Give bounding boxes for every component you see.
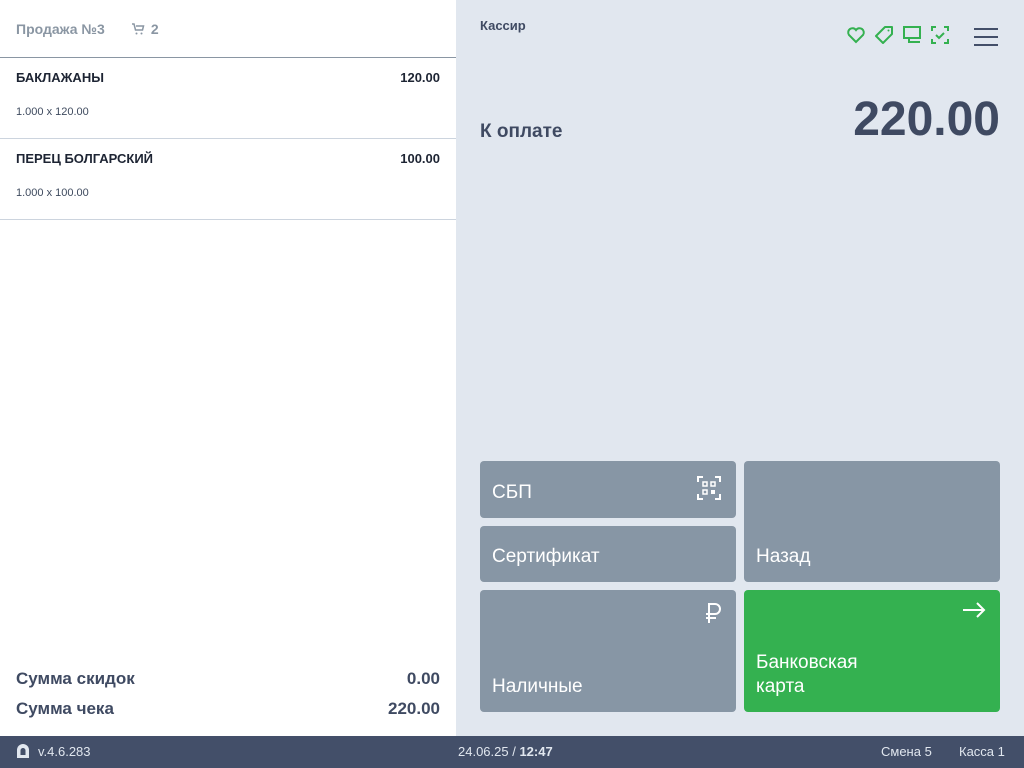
payment-panel: Кассир К оплате 220.00 СБП Сертификат На… <box>456 0 1024 736</box>
item-quantity: 1.000 x 120.00 <box>16 106 89 118</box>
cash-label: Наличные <box>492 676 583 698</box>
receipt-item[interactable]: БАКЛАЖАНЫ 120.00 1.000 x 120.00 <box>0 58 456 139</box>
item-name: ПЕРЕЦ БОЛГАРСКИЙ <box>16 151 154 166</box>
menu-icon[interactable] <box>974 28 998 52</box>
heart-icon[interactable] <box>846 25 866 45</box>
item-price: 120.00 <box>400 70 440 85</box>
item-name: БАКЛАЖАНЫ <box>16 70 104 85</box>
cart-icon <box>131 22 145 34</box>
check-label: Сумма чека <box>16 699 114 718</box>
check-value: 220.00 <box>388 699 440 718</box>
cashier-label: Кассир <box>480 18 526 33</box>
item-price: 100.00 <box>400 151 440 166</box>
monitor-icon[interactable] <box>902 25 922 45</box>
sbp-label: СБП <box>492 482 532 504</box>
receipt-header: Продажа №3 2 <box>0 0 456 58</box>
date: 24.06.25 <box>458 744 509 759</box>
ruble-icon <box>706 603 721 623</box>
scan-check-icon[interactable] <box>930 25 950 45</box>
discount-value: 0.00 <box>406 669 440 688</box>
discount-total: Сумма скидок 0.00 <box>16 669 440 689</box>
datetime: 24.06.25 / 12:47 <box>458 744 553 759</box>
app-version: v.4.6.283 <box>38 743 91 759</box>
qr-code-icon <box>697 476 721 500</box>
receipt-panel: Продажа №3 2 БАКЛАЖАНЫ 120.00 1.000 x 12… <box>0 0 456 736</box>
back-button[interactable]: Назад <box>744 461 1000 582</box>
certificate-label: Сертификат <box>492 546 600 568</box>
bank-card-button[interactable]: Банковская карта <box>744 590 1000 712</box>
cash-button[interactable]: Наличные <box>480 590 736 712</box>
sale-title: Продажа №3 <box>16 20 105 37</box>
time: 12:47 <box>519 744 553 759</box>
check-total: Сумма чека 220.00 <box>16 699 440 719</box>
cart-count: 2 <box>131 21 159 37</box>
receipt-item[interactable]: ПЕРЕЦ БОЛГАРСКИЙ 100.00 1.000 x 100.00 <box>0 139 456 220</box>
discount-label: Сумма скидок <box>16 669 135 688</box>
to-pay-amount: 220.00 <box>853 93 1000 146</box>
sbp-button[interactable]: СБП <box>480 461 736 518</box>
app-logo-icon <box>17 744 29 758</box>
certificate-button[interactable]: Сертификат <box>480 526 736 582</box>
back-label: Назад <box>756 546 811 568</box>
item-quantity: 1.000 x 100.00 <box>16 187 89 199</box>
to-pay-label: К оплате <box>480 121 563 142</box>
status-bar: v.4.6.283 24.06.25 / 12:47 Смена 5 Касса… <box>0 736 1024 768</box>
shift: Смена 5 <box>881 744 932 759</box>
arrow-right-icon <box>963 602 986 618</box>
status-icons <box>846 25 950 45</box>
register: Касса 1 <box>959 744 1005 759</box>
bank-card-label: Банковская карта <box>756 651 858 698</box>
tag-icon[interactable] <box>874 25 894 45</box>
cart-count-value: 2 <box>150 20 159 37</box>
